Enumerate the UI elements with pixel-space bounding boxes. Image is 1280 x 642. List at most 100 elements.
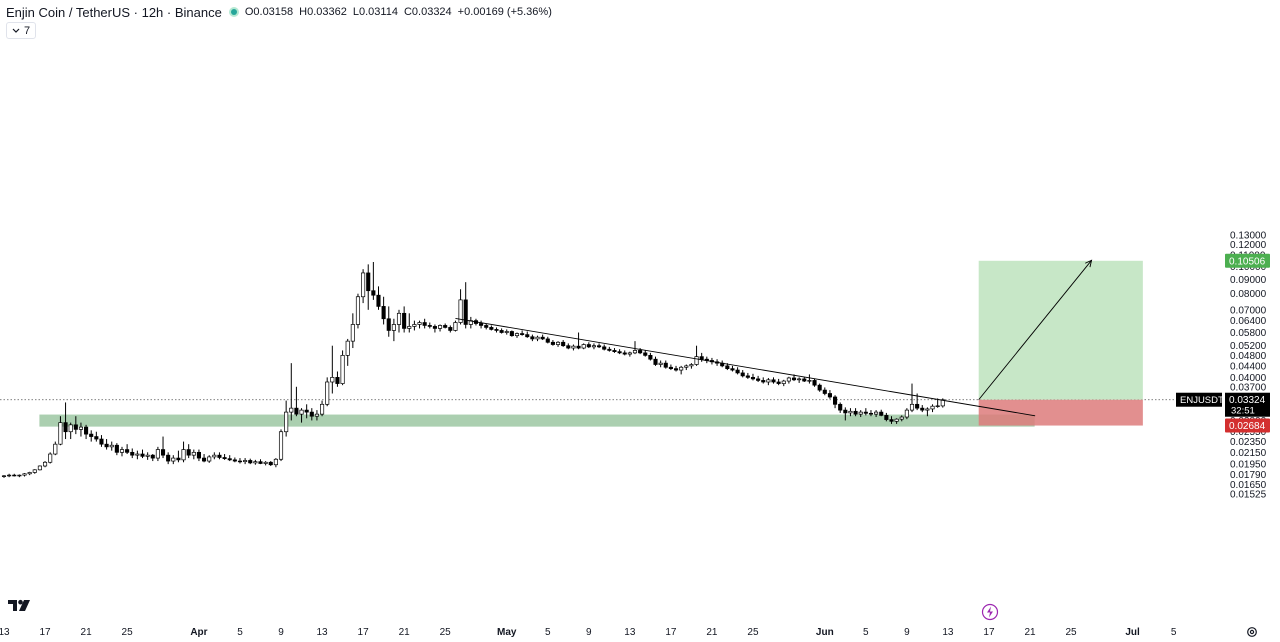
candle-up [42,461,48,467]
candle-down [740,372,745,377]
candle [84,424,89,440]
candle-down [920,407,925,411]
candle [720,360,725,368]
stop-price-label: 0.02684 [1229,421,1266,432]
candle [786,376,791,384]
candle-up [289,407,294,413]
candle-up [935,405,940,407]
support-zone[interactable] [39,414,1035,427]
candle [396,309,402,333]
candle [863,408,868,416]
time-tick-label: Jul [1125,627,1140,638]
candle-down [622,352,627,355]
lightning-alert-icon[interactable] [981,603,999,621]
target-price-badge [1225,253,1270,268]
candle [22,473,27,477]
candle-down [509,331,514,337]
candle [438,324,443,332]
candle [571,344,576,351]
candle [735,367,740,375]
candle-up [171,457,176,462]
candle [155,446,160,462]
candle [504,329,509,335]
profit-zone[interactable] [978,260,1143,400]
loss-zone[interactable] [978,399,1143,426]
candle [699,352,704,362]
trendline[interactable] [455,317,1036,417]
countdown-label: 32:51 [1231,406,1255,417]
indicators-toggle-button[interactable]: 7 [6,22,37,39]
symbol-label: ENJUSDT [1180,395,1224,406]
candle [617,349,622,355]
candle [99,435,104,447]
candles [1,262,945,478]
candle-down [586,344,591,348]
candle-down [843,409,848,414]
projection-arrow[interactable] [978,259,1092,401]
candle-up [320,403,325,415]
candle-down [520,333,525,335]
candle [232,457,237,463]
symbol-title[interactable]: Enjin Coin / TetherUS · 12h · Binance [6,4,222,20]
candle [345,338,350,366]
price-tick-label: 0.04800 [1230,351,1267,362]
candle [884,412,889,422]
candle [407,313,412,333]
candle-down [884,415,889,420]
candle [499,328,504,334]
candle-down [63,422,68,433]
candle-up [581,344,586,349]
gear-icon[interactable] [1246,626,1258,638]
candle [704,356,709,364]
candle-down [335,377,340,384]
candle [299,408,304,423]
ohlc-high: H0.03362 [299,6,347,18]
candle-down [217,454,222,458]
candle-up [407,326,412,329]
candle [597,343,602,349]
candle-down [130,451,135,456]
candle-down [489,327,494,330]
candle [361,269,366,304]
candle [561,340,566,347]
candle [17,474,22,478]
candle [263,461,268,466]
candle-up [325,381,330,405]
candle [422,318,427,329]
chevron-down-icon [12,28,20,33]
candle-down [853,410,858,415]
drawings[interactable] [455,259,1093,417]
target-price-label: 0.10506 [1229,256,1266,267]
candle [130,448,135,459]
price-axis[interactable]: 0.130000.120000.110000.100000.090000.080… [1230,231,1267,501]
candle-down [643,352,648,356]
time-axis[interactable]: 13 17 21 25 Apr 5 9 13 17 21 25 May 5 9 13 17 21 25 Jun 5 9 1… [0,627,1177,638]
price-tick-label: 0.04000 [1230,373,1267,384]
candle [555,341,561,347]
time-tick-label: 25 [440,627,452,638]
candle [176,450,181,463]
candle [822,387,827,396]
candle [443,323,448,329]
candle-down [791,377,797,381]
candle-down [499,330,504,333]
long-position-layer[interactable] [978,260,1143,426]
candle [181,441,186,463]
tradingview-logo-icon[interactable] [8,598,32,612]
candle-up [355,296,361,325]
candle [376,286,381,310]
candle-up [155,449,160,459]
candle-down [237,460,243,463]
candle-up [284,411,289,433]
stop-price-badge [1225,418,1270,433]
time-tick-label: 21 [706,627,718,638]
candle-down [745,375,750,378]
candle-up [53,443,58,455]
candle-up [848,410,853,414]
candle-down [812,380,817,386]
candle [879,409,884,417]
candle [309,408,314,421]
candle [196,449,201,462]
